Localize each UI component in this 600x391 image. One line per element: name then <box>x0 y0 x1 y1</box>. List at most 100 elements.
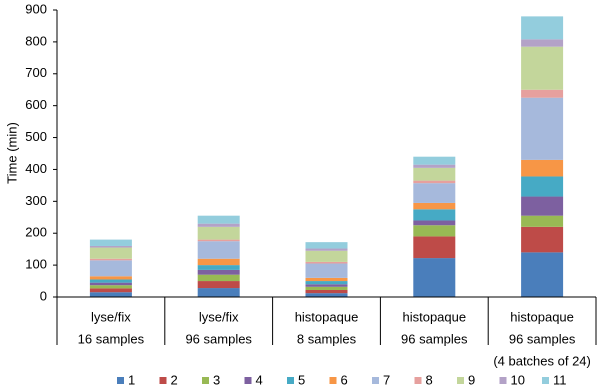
bar-segment <box>89 239 132 246</box>
bar-segment <box>197 274 240 282</box>
bar-segment <box>521 39 564 47</box>
bar-segment <box>521 46 564 90</box>
y-tick-label: 200 <box>25 225 47 240</box>
bar-segment <box>413 183 456 203</box>
bar-segment <box>521 89 564 98</box>
x-tick-label: histopaque <box>402 309 466 324</box>
bar-segment <box>413 236 456 259</box>
bar-segment <box>305 250 348 262</box>
y-tick-label: 100 <box>25 257 47 272</box>
legend-label: 10 <box>511 372 525 387</box>
bar-segment <box>413 202 456 210</box>
bar-segment <box>89 247 132 259</box>
bar-segment <box>197 258 240 266</box>
y-axis-label: Time (min) <box>4 122 19 184</box>
legend-swatch <box>159 377 167 384</box>
y-tick-label: 400 <box>25 161 47 176</box>
bar-segment <box>197 239 240 242</box>
bar-segment <box>305 289 348 294</box>
x-tick-label: 16 samples <box>78 331 145 346</box>
x-tick-label: lyse/fix <box>199 309 239 324</box>
legend-swatch <box>542 377 549 384</box>
y-tick-label: 500 <box>25 129 47 144</box>
y-tick-label: 800 <box>25 33 47 48</box>
legend-label: 8 <box>426 372 433 387</box>
legend-label: 1 <box>128 372 135 387</box>
bar-segment <box>89 260 132 277</box>
bar-segment <box>197 223 240 227</box>
bar-segment <box>197 269 240 275</box>
bar-segment <box>521 159 564 177</box>
bar-segment <box>89 282 132 286</box>
bar-segment <box>521 196 564 216</box>
legend-label: 7 <box>383 372 390 387</box>
bar-segment <box>521 215 564 227</box>
legend-label: 6 <box>341 372 348 387</box>
legend-swatch <box>414 377 422 384</box>
legend-swatch <box>287 377 294 384</box>
y-tick-label: 900 <box>25 1 47 16</box>
bar-segment <box>305 261 348 264</box>
bar-segment <box>305 263 348 278</box>
bar-segment <box>305 277 348 282</box>
bar-segment <box>413 209 456 221</box>
bar-segment <box>413 180 456 184</box>
bar-segment <box>197 226 240 240</box>
bar-segment <box>413 164 456 168</box>
y-tick-label: 700 <box>25 65 47 80</box>
bar-segment <box>521 97 564 160</box>
bar-segment <box>197 215 240 224</box>
bar-segment <box>413 167 456 181</box>
bar-segment <box>89 258 132 261</box>
legend-swatch <box>329 377 337 384</box>
bar-segment <box>521 16 564 40</box>
bar-segment <box>413 258 456 297</box>
bar-segment <box>89 285 132 289</box>
bar-segment <box>521 226 564 253</box>
legend-label: 2 <box>171 372 178 387</box>
legend-label: 5 <box>298 372 305 387</box>
x-tick-label: 96 samples <box>509 331 576 346</box>
legend-label: 3 <box>213 372 220 387</box>
x-tick-label: 96 samples <box>401 331 468 346</box>
legend-label: 9 <box>468 372 475 387</box>
bar-segment <box>413 156 456 165</box>
legend-swatch <box>117 377 124 384</box>
bar-segment <box>89 245 132 248</box>
bar-segment <box>521 252 564 297</box>
bar-segment <box>197 288 240 297</box>
bar-segment <box>89 292 132 297</box>
bar-segment <box>89 288 132 293</box>
bar-segment <box>413 220 456 226</box>
legend-swatch <box>457 377 464 384</box>
bar-segment <box>521 176 564 197</box>
legend-swatch <box>499 377 507 384</box>
x-tick-label: histopaque <box>510 309 574 324</box>
y-tick-label: 0 <box>40 288 47 303</box>
x-tick-label: lyse/fix <box>91 309 131 324</box>
legend-label: 4 <box>256 372 263 387</box>
bar-segment <box>305 293 348 297</box>
x-tick-label: histopaque <box>295 309 359 324</box>
legend-swatch <box>202 377 209 384</box>
legend-swatch <box>244 377 252 384</box>
bar-segment <box>305 281 348 285</box>
bar-segment <box>197 241 240 259</box>
x-tick-label: 96 samples <box>185 331 252 346</box>
x-tick-label: (4 batches of 24) <box>493 353 591 368</box>
bar-segment <box>305 286 348 290</box>
bar-segment <box>89 279 132 283</box>
x-tick-label: 8 samples <box>297 331 357 346</box>
y-tick-label: 300 <box>25 193 47 208</box>
bar-segment <box>197 281 240 289</box>
bar-segment <box>89 276 132 280</box>
bar-segment <box>305 284 348 287</box>
bar-segment <box>197 265 240 270</box>
bar-segment <box>305 242 348 249</box>
bar-segment <box>413 225 456 237</box>
bar-segment <box>305 248 348 251</box>
y-tick-label: 600 <box>25 97 47 112</box>
legend-swatch <box>372 377 379 384</box>
legend-label: 11 <box>553 372 567 387</box>
